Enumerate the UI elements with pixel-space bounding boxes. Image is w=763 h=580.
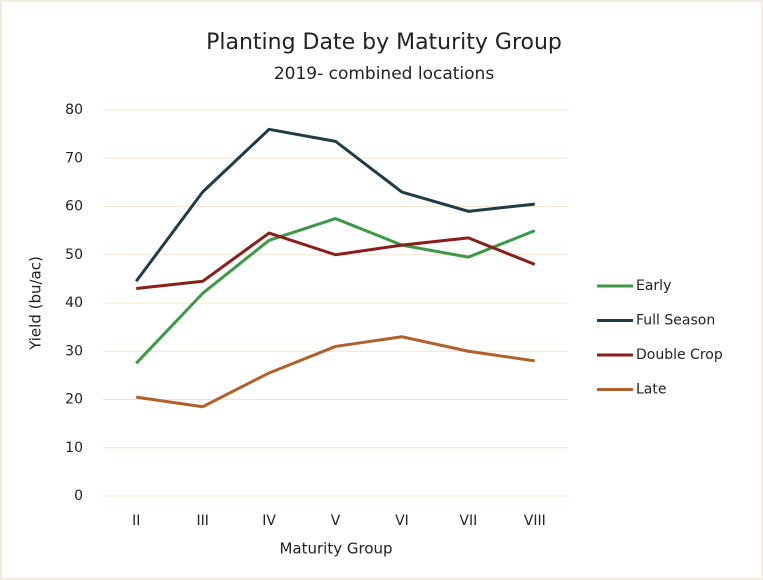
series-line — [135, 217, 536, 365]
y-tick-label: 60 — [65, 199, 83, 215]
y-tick-label: 0 — [74, 488, 83, 504]
y-tick-label: 30 — [65, 343, 83, 359]
x-tick-label: II — [132, 513, 140, 529]
chart-title: Planting Date by Maturity Group — [206, 30, 562, 55]
y-axis-title: Yield (bu/ac) — [27, 256, 45, 351]
y-tick-label: 70 — [65, 150, 83, 166]
y-tick-label: 20 — [65, 392, 83, 408]
legend-label: Early — [636, 278, 671, 294]
series-line — [136, 231, 536, 291]
x-tick-label: V — [331, 513, 341, 529]
chart-subtitle: 2019- combined locations — [274, 64, 495, 84]
y-tick-label: 10 — [65, 440, 83, 456]
x-axis-title: Maturity Group — [279, 540, 392, 558]
x-tick-label: III — [196, 513, 208, 529]
x-tick-label: VI — [395, 513, 409, 529]
x-tick-label: VIII — [524, 513, 546, 529]
legend-label: Full Season — [636, 313, 715, 329]
series-line — [135, 335, 536, 409]
y-tick-label: 40 — [65, 295, 83, 311]
y-tick-label: 80 — [65, 102, 83, 118]
x-tick-label: VII — [459, 513, 477, 529]
series-line — [135, 127, 535, 283]
y-tick-label: 50 — [65, 247, 83, 263]
legend-label: Double Crop — [636, 347, 723, 363]
legend-label: Late — [636, 382, 666, 398]
x-tick-label: IV — [262, 513, 276, 529]
